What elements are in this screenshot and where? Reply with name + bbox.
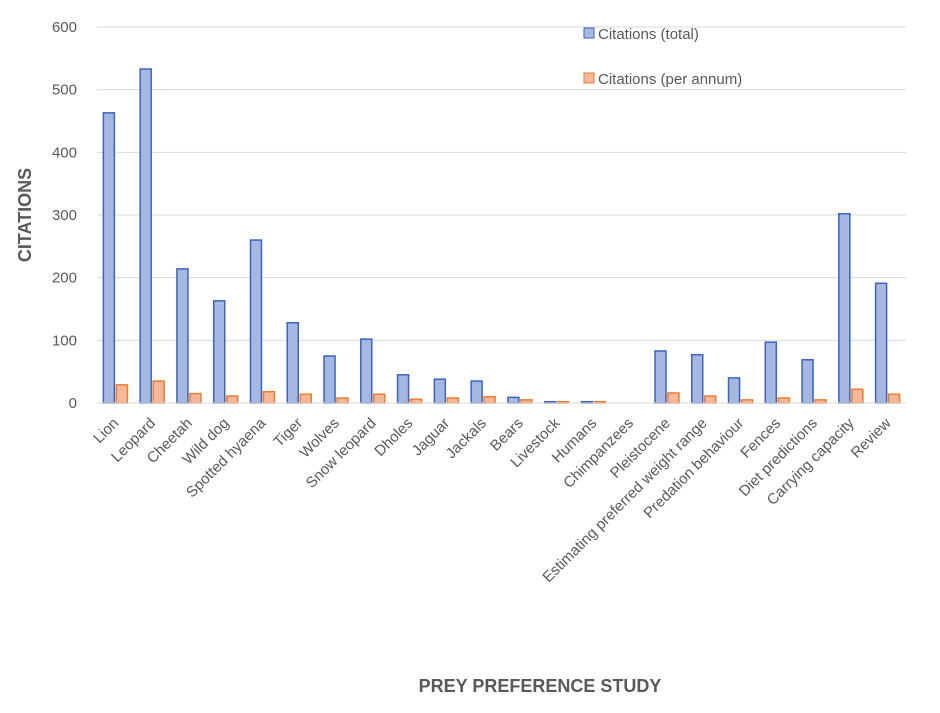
bar-total [396, 374, 410, 404]
gridlines [97, 26, 906, 341]
y-tick-label: 200 [52, 270, 77, 287]
bar-total [323, 355, 336, 404]
y-axis-title: CITATIONS [15, 168, 35, 262]
bar-total [286, 322, 299, 404]
bar-per-annum [887, 393, 901, 404]
bar-total [470, 380, 483, 404]
bar-per-annum [225, 395, 239, 404]
legend-label-per-annum: Citations (per annum) [598, 71, 742, 88]
bar-total [433, 378, 447, 404]
bar-per-annum [115, 384, 129, 404]
bar-total [838, 212, 851, 404]
bar-total [249, 239, 263, 404]
bar-per-annum [704, 395, 717, 404]
legend-swatch-total [583, 27, 595, 39]
bar-total [801, 359, 814, 404]
bar-per-annum [336, 397, 349, 404]
x-category-label: Review [848, 415, 895, 462]
y-tick-label: 500 [52, 82, 77, 99]
legend-label-total: Citations (total) [598, 26, 699, 43]
bar-per-annum [483, 395, 496, 404]
bar-per-annum [851, 388, 864, 404]
bar-per-annum [777, 397, 791, 404]
y-tick-label: 400 [52, 144, 77, 161]
y-axis-ticks: 0 100 200 300 400 500 600 [52, 19, 77, 412]
bar-per-annum [152, 380, 165, 404]
x-category-label: Jackals [443, 415, 490, 462]
bar-total [727, 377, 741, 404]
bar-total [176, 268, 189, 404]
bar-per-annum [189, 392, 202, 404]
bar-total [139, 68, 152, 404]
y-tick-label: 600 [52, 19, 77, 36]
bar-total [507, 396, 520, 404]
bar-per-annum [262, 390, 276, 404]
bar-per-annum [667, 392, 680, 404]
bar-total [102, 112, 116, 404]
x-axis-title: PREY PREFERENCE STUDY [419, 676, 662, 696]
x-category-label: Lion [90, 415, 122, 447]
bar-per-annum [409, 398, 423, 404]
y-tick-label: 0 [69, 395, 77, 412]
bar-total [691, 353, 704, 404]
y-tick-label: 300 [52, 207, 77, 224]
bar-per-annum [373, 393, 386, 404]
y-tick-label: 100 [52, 332, 77, 349]
bar-total [360, 338, 373, 404]
legend: Citations (total) Citations (per annum) [583, 26, 742, 88]
bars [102, 68, 901, 404]
bar-per-annum [299, 393, 312, 404]
legend-swatch-per-annum [583, 72, 595, 84]
bar-total [874, 282, 888, 404]
bar-total [212, 300, 226, 404]
bar-per-annum [446, 397, 460, 404]
bar-total [764, 341, 778, 404]
bar-total [654, 350, 667, 404]
x-category-label: Dholes [371, 415, 416, 460]
